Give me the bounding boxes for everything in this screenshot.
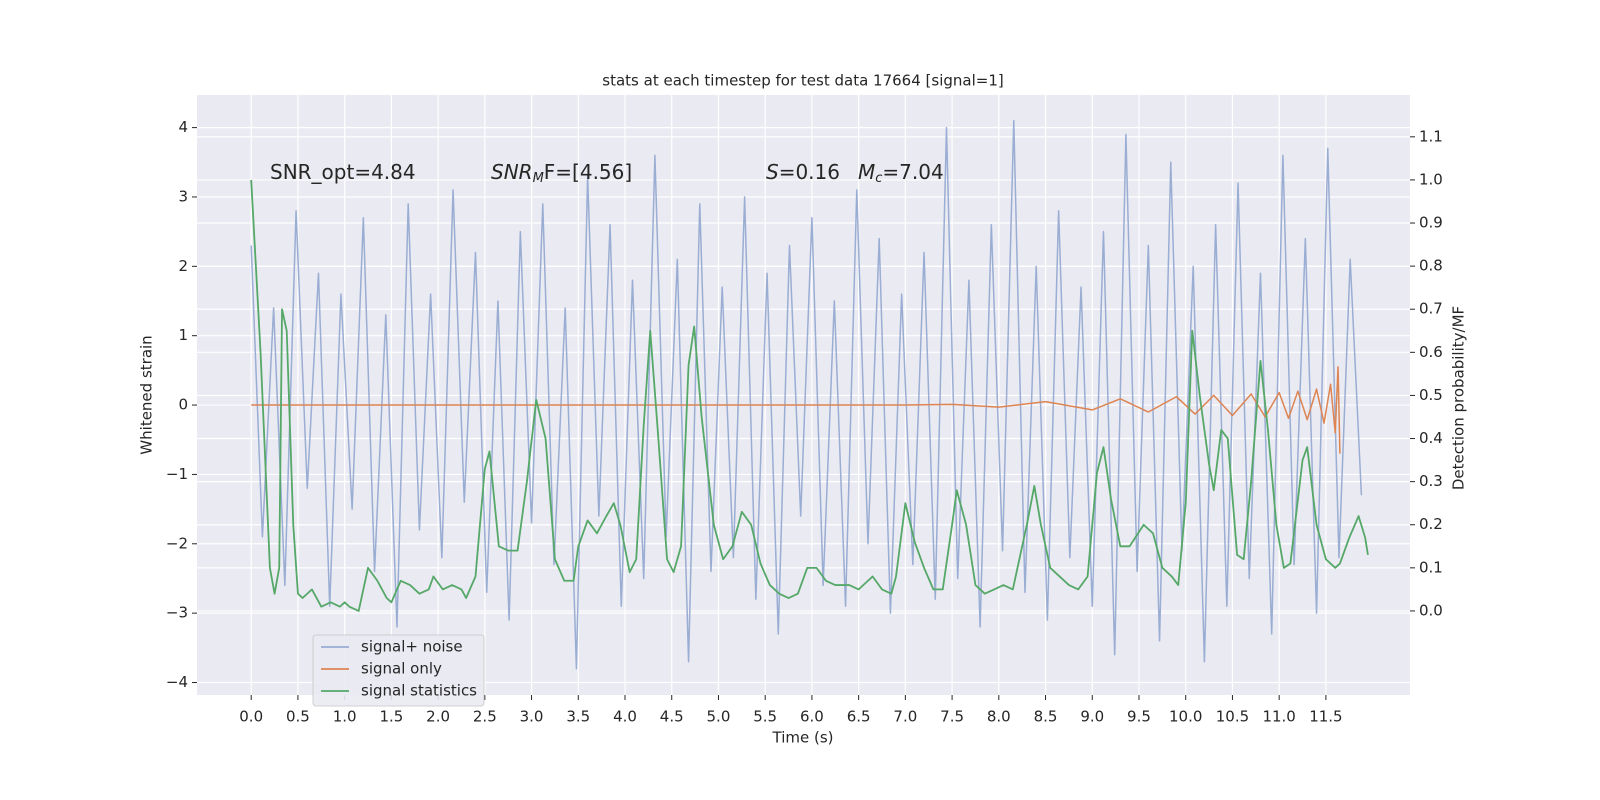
y2-tick-label: 0.7 xyxy=(1419,300,1443,318)
y2-tick-label: 1.0 xyxy=(1419,170,1443,188)
chart-title: stats at each timestep for test data 176… xyxy=(602,72,1003,90)
y-tick-label: −4 xyxy=(166,673,188,691)
x-tick-label: 11.5 xyxy=(1309,708,1342,726)
annotation: S=0.16 xyxy=(766,160,840,184)
x-tick-label: 1.0 xyxy=(333,708,357,726)
x-tick-label: 6.0 xyxy=(800,708,824,726)
legend-label: signal only xyxy=(361,660,442,678)
x-tick-label: 4.5 xyxy=(660,708,684,726)
annotation-part: c xyxy=(875,171,882,186)
series-line xyxy=(250,119,1363,670)
y-tick-label: 1 xyxy=(178,326,188,344)
y2-axis-label: Detection probability/MF xyxy=(1450,306,1468,490)
y2-tick-label: 0.5 xyxy=(1419,386,1443,404)
y-tick-label: −1 xyxy=(166,465,188,483)
x-tick-label: 5.0 xyxy=(707,708,731,726)
x-tick-label: 7.0 xyxy=(893,708,917,726)
series-line xyxy=(250,179,1369,612)
x-axis-label: Time (s) xyxy=(772,729,834,747)
x-tick-label: 3.5 xyxy=(566,708,590,726)
legend-label: signal+ noise xyxy=(361,638,463,656)
annotation-part: S xyxy=(766,160,779,184)
annotation-part: F=[4.56] xyxy=(544,160,632,184)
x-tick-label: 8.0 xyxy=(987,708,1011,726)
x-tick-label: 0.5 xyxy=(286,708,310,726)
legend-label: signal statistics xyxy=(361,682,477,700)
annotation: Mc=7.04 xyxy=(858,160,944,186)
annotation-part: =7.04 xyxy=(882,160,943,184)
x-tick-label: 2.0 xyxy=(426,708,450,726)
y2-tick-label: 0.8 xyxy=(1419,257,1443,275)
x-tick-label: 1.5 xyxy=(379,708,403,726)
annotation: SNRMF=[4.56] xyxy=(491,160,632,186)
annotation: SNR_opt=4.84 xyxy=(270,160,416,184)
x-tick-label: 4.0 xyxy=(613,708,637,726)
x-tick-label: 11.0 xyxy=(1262,708,1295,726)
y-tick-label: −3 xyxy=(166,604,188,622)
y2-tick-label: 1.1 xyxy=(1419,127,1443,145)
y-tick-label: 4 xyxy=(178,118,188,136)
x-tick-label: 7.5 xyxy=(940,708,964,726)
y-axis-label: Whitened strain xyxy=(138,335,156,454)
x-tick-label: 2.5 xyxy=(473,708,497,726)
legend-box xyxy=(312,634,485,707)
y2-tick-label: 0.1 xyxy=(1419,558,1443,576)
x-tick-label: 6.5 xyxy=(847,708,871,726)
y-tick-label: 0 xyxy=(178,396,188,414)
series-line xyxy=(251,366,1341,454)
x-tick-label: 3.0 xyxy=(520,708,544,726)
y2-tick-label: 0.6 xyxy=(1419,343,1443,361)
x-tick-label: 9.5 xyxy=(1127,708,1151,726)
y2-tick-label: 0.9 xyxy=(1419,214,1443,232)
annotation-part: SNR xyxy=(491,160,533,184)
x-tick-label: 0.0 xyxy=(239,708,263,726)
y2-tick-label: 0.0 xyxy=(1419,601,1443,619)
x-tick-label: 5.5 xyxy=(753,708,777,726)
y-tick-label: 2 xyxy=(178,257,188,275)
annotation-part: SNR_opt=4.84 xyxy=(270,160,416,184)
annotation-part: M xyxy=(858,160,875,184)
y2-tick-label: 0.4 xyxy=(1419,429,1443,447)
x-tick-label: 10.5 xyxy=(1216,708,1249,726)
y2-tick-label: 0.3 xyxy=(1419,472,1443,490)
y-tick-label: 3 xyxy=(178,187,188,205)
annotation-part: M xyxy=(533,171,544,186)
y2-tick-label: 0.2 xyxy=(1419,515,1443,533)
x-tick-label: 10.0 xyxy=(1169,708,1202,726)
x-tick-label: 8.5 xyxy=(1034,708,1058,726)
annotation-part: =0.16 xyxy=(779,160,840,184)
x-tick-label: 9.0 xyxy=(1080,708,1104,726)
y-tick-label: −2 xyxy=(166,534,188,552)
